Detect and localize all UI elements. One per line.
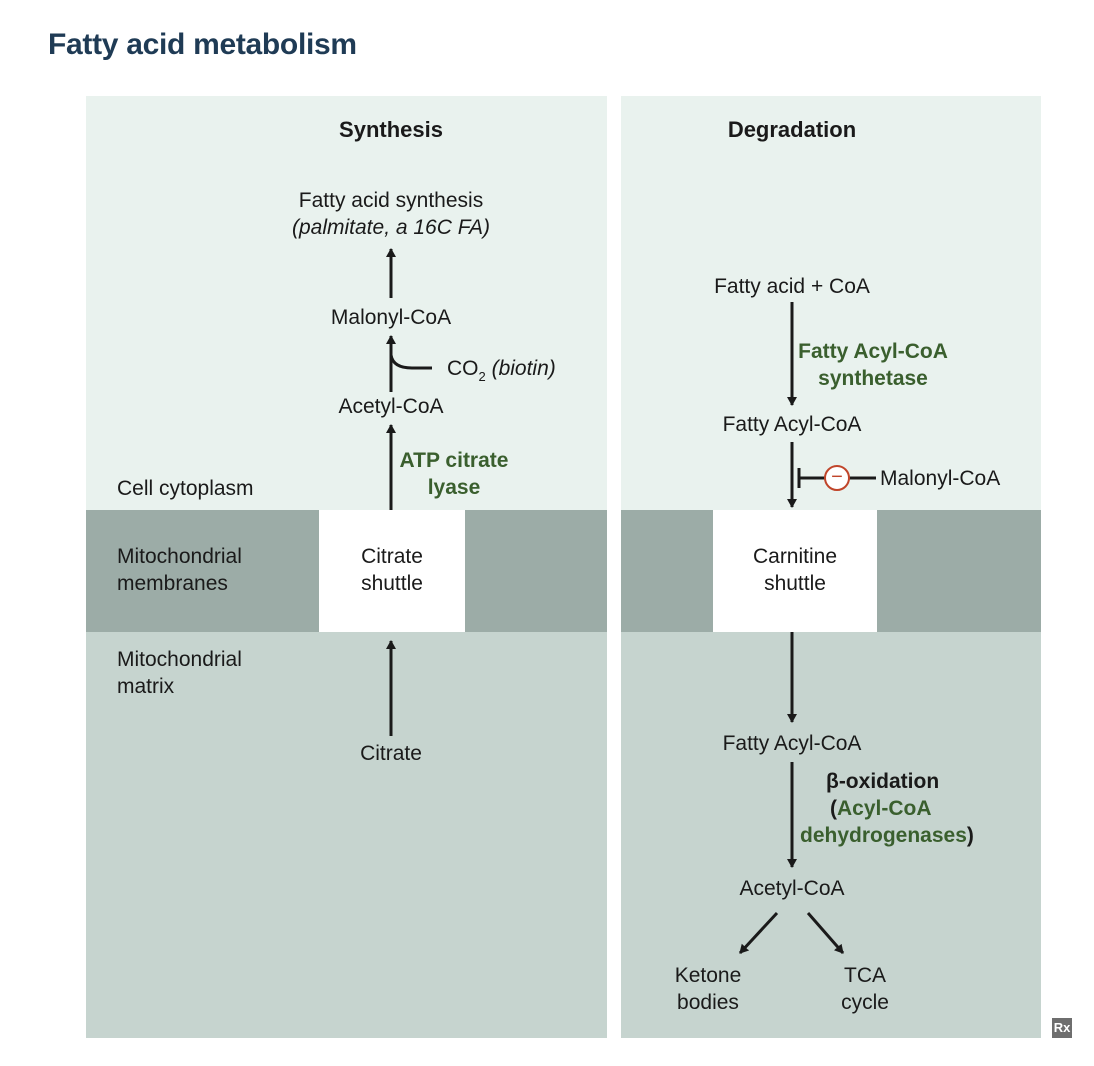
co2-subscript: 2 <box>478 369 486 384</box>
biotin-text: (biotin) <box>491 357 556 380</box>
acetyl-coa-node-degradation: Acetyl-CoA <box>739 877 845 900</box>
rx-badge-icon: Rx <box>1052 1018 1072 1038</box>
beta-oxidation-enzyme-line2: dehydrogenases) <box>800 822 974 849</box>
citrate-shuttle-line2: shuttle <box>361 572 423 595</box>
atp-citrate-lyase-enzyme: ATP citrate lyase <box>399 447 509 501</box>
degradation-matrix-region <box>621 632 1041 1038</box>
beta-oxidation-enzyme-line1: (Acyl-CoA <box>826 795 966 822</box>
membranes-label-line1: Mitochondrial <box>117 545 242 568</box>
malonyl-coa-node: Malonyl-CoA <box>330 306 452 329</box>
beta-oxidation-title: β-oxidation <box>826 770 940 793</box>
malonyl-coa-inhibitor: Malonyl-CoA <box>880 467 1001 490</box>
fatty-acid-coa-node: Fatty acid + CoA <box>714 275 870 298</box>
citrate-node: Citrate <box>360 742 422 765</box>
co2-text: CO <box>447 357 479 380</box>
synthesis-cytoplasm-region <box>86 96 607 510</box>
paren-close: ) <box>966 824 974 847</box>
enzyme-line2: lyase <box>427 476 481 499</box>
tca-cycle-node: TCA cycle <box>805 962 925 1016</box>
matrix-label-line2: matrix <box>117 675 175 698</box>
acyl-coa-text: Acyl-CoA <box>837 797 932 820</box>
arrow-to-tca-cycle <box>806 912 845 954</box>
arrow-to-ketone-bodies <box>738 911 779 955</box>
synthesis-matrix-region <box>86 632 607 1038</box>
fatty-acyl-coa-synthetase-enzyme: Fatty Acyl-CoA synthetase <box>798 338 948 392</box>
acetyl-coa-node: Acetyl-CoA <box>338 395 444 418</box>
inhibition-circle <box>824 465 850 491</box>
co2-biotin-label: CO2 (biotin) <box>447 355 556 384</box>
synthesis-header: Synthesis <box>339 117 443 142</box>
inhibition-symbol: − <box>831 466 843 488</box>
cell-cytoplasm-label: Cell cytoplasm <box>117 477 254 500</box>
ketone-line2: bodies <box>677 991 739 1014</box>
tca-line2: cycle <box>841 991 889 1014</box>
tca-line1: TCA <box>844 964 886 987</box>
matrix-label-line1: Mitochondrial <box>117 648 242 671</box>
citrate-shuttle-label: Citrate shuttle <box>319 543 465 597</box>
product-line2: (palmitate, a 16C FA) <box>291 216 490 239</box>
degradation-cytoplasm-region <box>621 96 1041 510</box>
citrate-shuttle-box <box>319 510 465 632</box>
paren-open: ( <box>830 797 837 820</box>
carnitine-shuttle-label: Carnitine shuttle <box>713 543 877 597</box>
ketone-line1: Ketone <box>674 964 742 987</box>
beta-oxidation-label: β-oxidation (Acyl-CoA dehydrogenases) <box>800 768 974 849</box>
page-title: Fatty acid metabolism <box>48 28 357 61</box>
carnitine-shuttle-line1: Carnitine <box>752 545 838 568</box>
mitochondrial-membranes-label: Mitochondrial membranes <box>117 543 242 597</box>
ketone-bodies-node: Ketone bodies <box>648 962 768 1016</box>
fatty-acid-synthesis-product: Fatty acid synthesis (palmitate, a 16C F… <box>241 187 541 241</box>
fatty-acyl-coa-node-2: Fatty Acyl-CoA <box>722 732 862 755</box>
membranes-label-line2: membranes <box>117 572 228 595</box>
citrate-shuttle-line1: Citrate <box>361 545 423 568</box>
carnitine-shuttle-box <box>713 510 877 632</box>
degradation-header: Degradation <box>727 117 857 142</box>
synthetase-line2: synthetase <box>818 367 928 390</box>
enzyme-line1: ATP citrate <box>399 449 509 472</box>
co2-incorporation-curve <box>389 354 432 370</box>
product-line1: Fatty acid synthesis <box>298 189 484 212</box>
mitochondrial-matrix-label: Mitochondrial matrix <box>117 646 242 700</box>
dehydrogenases-text: dehydrogenases <box>800 824 967 847</box>
synthetase-line1: Fatty Acyl-CoA <box>798 340 948 363</box>
carnitine-shuttle-line2: shuttle <box>764 572 826 595</box>
fatty-acyl-coa-node-1: Fatty Acyl-CoA <box>722 413 862 436</box>
